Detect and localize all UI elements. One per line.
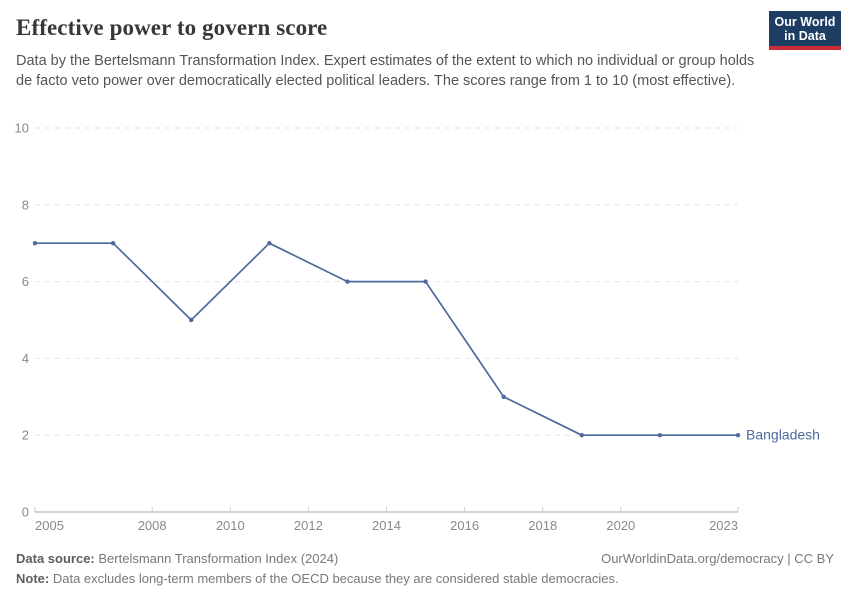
data-point[interactable]: [579, 433, 584, 438]
x-tick-label: 2023: [709, 518, 738, 533]
data-point[interactable]: [110, 241, 116, 246]
y-tick-label: 10: [15, 121, 29, 136]
note-label: Note:: [16, 571, 50, 586]
owid-logo-line1: Our World: [774, 14, 836, 29]
series-line-bangladesh: [34, 242, 739, 437]
y-tick-label: 8: [22, 197, 29, 212]
x-tick-label: 2005: [35, 518, 64, 533]
x-tick-label: 2008: [138, 518, 167, 533]
y-tick-label: 0: [22, 505, 29, 520]
page-title: Effective power to govern score: [16, 15, 328, 40]
footer-links: OurWorldinData.org/democracy | CC BY: [601, 549, 834, 569]
data-source-value: Bertelsmann Transformation Index (2024): [98, 551, 339, 566]
data-point[interactable]: [345, 279, 350, 284]
chart-footer: Data source: Bertelsmann Transformation …: [16, 549, 834, 589]
y-tick-label: 2: [22, 428, 29, 443]
note-value: Data excludes long-term members of the O…: [52, 571, 619, 586]
y-tick-label: 4: [22, 351, 29, 366]
x-tick-label: 2018: [528, 518, 557, 533]
data-point[interactable]: [735, 433, 741, 438]
footer-separator: |: [783, 551, 795, 566]
data-point[interactable]: [501, 394, 506, 399]
data-point[interactable]: [189, 317, 194, 323]
x-tick-label: 2020: [606, 518, 635, 533]
owid-logo[interactable]: Our World in Data: [769, 11, 841, 50]
series-label[interactable]: Bangladesh: [746, 427, 820, 443]
x-tick-label: 2014: [372, 518, 401, 533]
owid-url-link[interactable]: OurWorldinData.org/democracy: [601, 551, 784, 566]
data-source: Data source: Bertelsmann Transformation …: [16, 549, 338, 569]
y-tick-label: 6: [22, 274, 29, 289]
chart-subtitle: Data by the Bertelsmann Transformation I…: [16, 53, 755, 89]
line-chart[interactable]: 0 2 4 6 8 10 2005 2008 2010 2012 2014 2016 2018 2020 2…: [0, 112, 850, 547]
owid-logo-line2: in Data: [784, 28, 826, 43]
x-tick-label: 2016: [450, 518, 479, 533]
data-point[interactable]: [657, 433, 663, 438]
data-point[interactable]: [32, 241, 38, 246]
license-link[interactable]: CC BY: [794, 551, 834, 566]
data-point[interactable]: [423, 279, 428, 284]
footer-row-source: Data source: Bertelsmann Transformation …: [16, 549, 834, 569]
x-tick-label: 2010: [216, 518, 245, 533]
footer-note: Note: Data excludes long-term members of…: [16, 569, 834, 589]
data-point[interactable]: [267, 241, 272, 246]
data-source-label: Data source:: [16, 551, 95, 566]
x-tick-label: 2012: [294, 518, 323, 533]
